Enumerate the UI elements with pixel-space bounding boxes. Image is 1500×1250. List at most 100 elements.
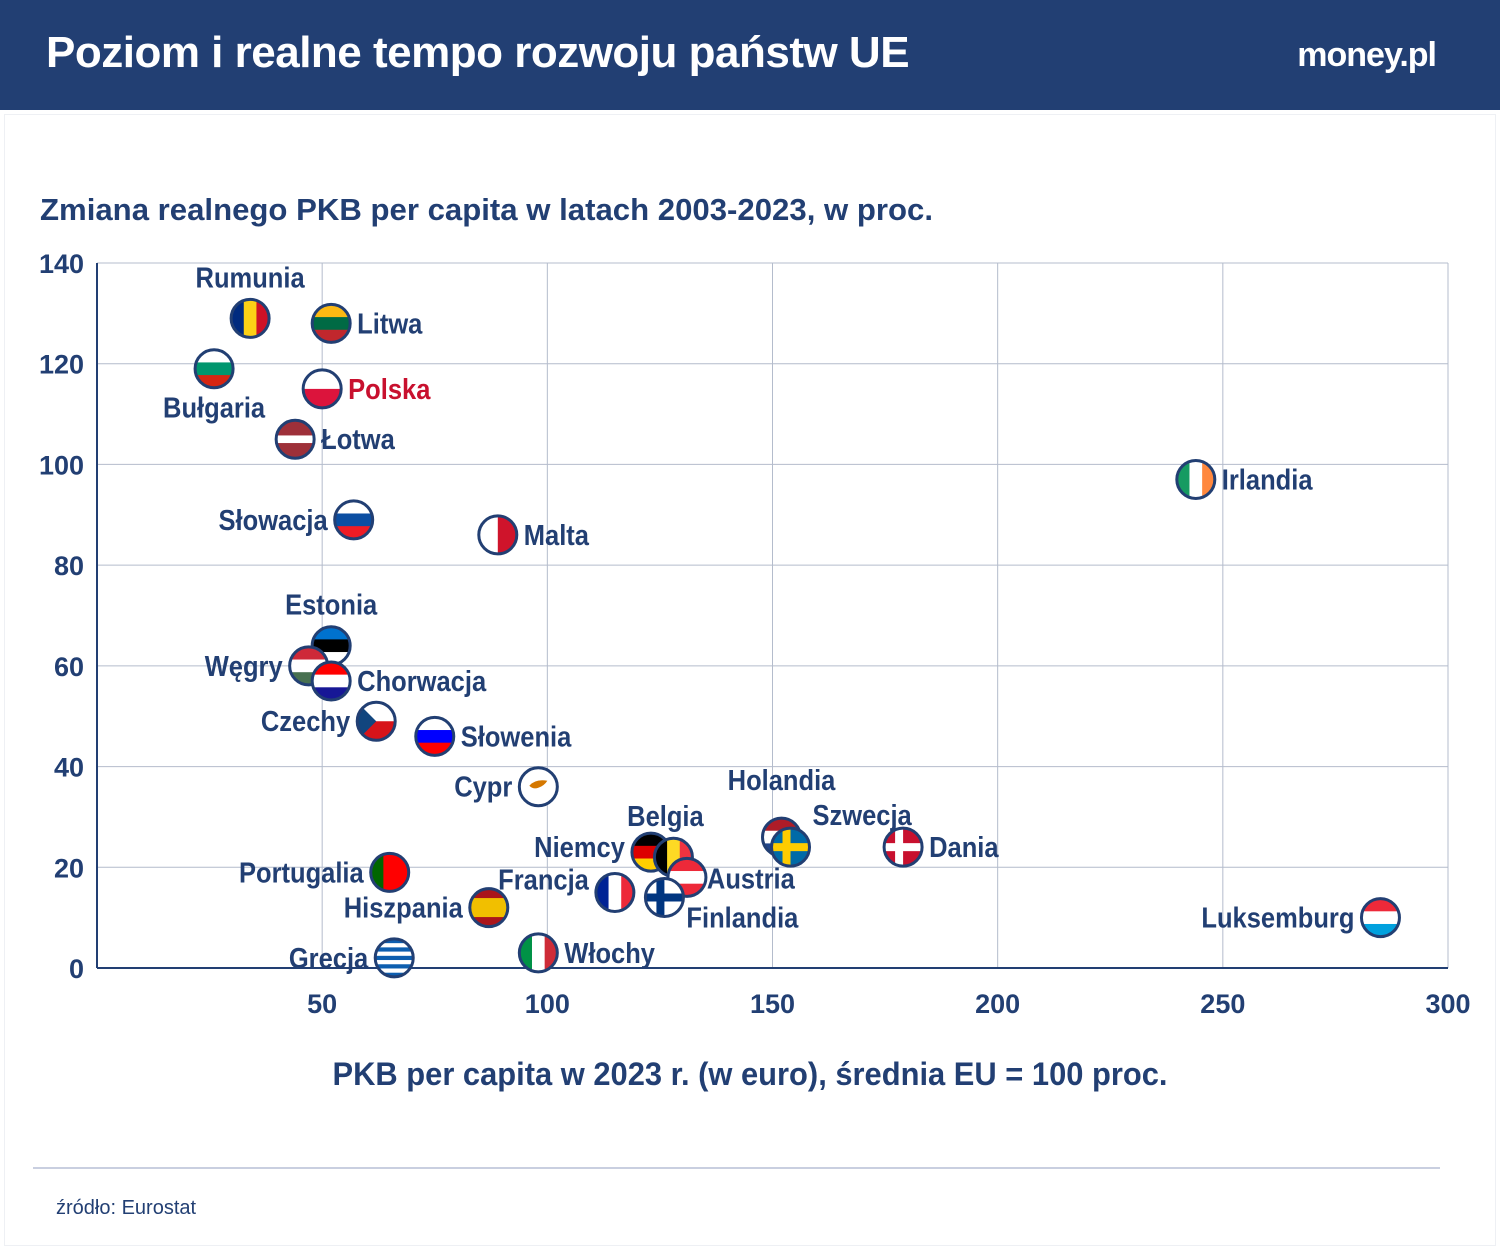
marker-outline (770, 826, 812, 868)
y-tick-label: 80 (54, 551, 84, 581)
marker-outline (517, 766, 559, 808)
chart-frame (4, 114, 1496, 1246)
point-label: Cypr (454, 770, 512, 803)
data-point: Rumunia (196, 261, 306, 339)
data-point: Portugalia (239, 851, 411, 893)
point-label: Irlandia (1222, 463, 1313, 496)
flag-icon (276, 420, 315, 459)
data-point: Irlandia (1175, 459, 1313, 501)
flag-icon (478, 515, 517, 554)
header-bar: Poziom i realne tempo rozwoju państw UE … (0, 0, 1500, 110)
data-point: Bułgaria (163, 348, 266, 424)
point-label: Rumunia (196, 261, 306, 294)
point-label: Łotwa (321, 423, 395, 456)
marker-outline (882, 826, 924, 868)
point-label: Dania (929, 831, 999, 864)
marker-outline (643, 877, 685, 918)
y-tick-label: 140 (39, 249, 84, 279)
marker-outline (1359, 897, 1401, 939)
flag-icon (375, 938, 414, 977)
point-label: Belgia (627, 800, 704, 833)
point-label: Węgry (205, 649, 284, 682)
point-label: Słowacja (219, 503, 329, 536)
y-tick-label: 120 (39, 350, 84, 380)
marker-outline (301, 368, 343, 410)
marker-outline (468, 887, 510, 929)
data-point: Węgry (205, 645, 330, 687)
data-point: Malta (477, 514, 590, 556)
marker-outline (310, 660, 352, 702)
point-label: Malta (524, 518, 590, 551)
data-point: Litwa (310, 302, 423, 344)
point-label: Chorwacja (357, 664, 487, 697)
data-point: Chorwacja (310, 660, 487, 702)
marker-outline (477, 514, 519, 556)
marker-outline (517, 932, 559, 974)
point-label: Słowenia (461, 720, 572, 753)
point-label: Portugalia (239, 856, 364, 889)
point-label: Szwecja (813, 798, 913, 831)
divider (33, 1167, 1440, 1169)
data-point: Czechy (261, 700, 397, 742)
x-tick-label: 50 (307, 989, 337, 1019)
logo: money.pl (1297, 36, 1437, 74)
marker-outline (373, 937, 415, 979)
point-label: Finlandia (686, 901, 799, 934)
point-label: Polska (348, 372, 431, 405)
marker-outline (594, 871, 636, 913)
data-point: Hiszpania (344, 887, 510, 929)
point-label: Hiszpania (344, 891, 464, 924)
point-label: Bułgaria (163, 391, 266, 424)
data-point: Szwecja (770, 798, 913, 868)
point-label: Grecja (289, 941, 369, 974)
y-tick-label: 0 (69, 954, 84, 984)
data-point: Słowenia (414, 715, 572, 757)
marker-outline (1175, 459, 1217, 501)
marker-outline (369, 851, 411, 893)
y-tick-label: 20 (54, 853, 84, 883)
data-point: Finlandia (643, 877, 799, 934)
marker-outline (414, 715, 456, 757)
source-note: źródło: Eurostat (56, 1197, 197, 1219)
chart-title: Zmiana realnego PKB per capita w latach … (40, 192, 933, 227)
flag-icon (357, 702, 396, 741)
data-point: Łotwa (274, 418, 396, 460)
x-tick-label: 150 (750, 989, 795, 1019)
marker-outline (333, 499, 375, 541)
point-label: Włochy (564, 936, 655, 969)
data-point: Polska (301, 368, 431, 410)
data-point: Luksemburg (1201, 897, 1401, 939)
point-label: Holandia (728, 764, 836, 797)
data-point: Włochy (517, 932, 656, 974)
y-tick-label: 100 (39, 450, 84, 480)
data-point: Francja (498, 863, 636, 913)
marker-outline (310, 302, 352, 344)
data-point: Dania (882, 826, 999, 868)
point-label: Estonia (285, 588, 378, 621)
marker-outline (229, 297, 271, 339)
flag-icon (469, 888, 508, 927)
marker-outline (193, 348, 235, 390)
data-point: Austria (666, 856, 796, 898)
point-label: Luksemburg (1201, 901, 1354, 934)
x-tick-label: 300 (1425, 989, 1470, 1019)
flag-icon (303, 369, 342, 408)
y-tick-label: 40 (54, 753, 84, 783)
data-point: Słowacja (219, 499, 375, 541)
data-point: Cypr (454, 766, 559, 808)
point-label: Czechy (261, 705, 351, 738)
x-tick-label: 100 (525, 989, 570, 1019)
point-label: Francja (498, 863, 589, 896)
point-label: Austria (707, 862, 796, 895)
y-tick-label: 60 (54, 652, 84, 682)
data-point: Grecja (289, 937, 415, 979)
point-label: Niemcy (534, 831, 625, 864)
marker-outline (355, 700, 397, 742)
x-tick-label: 200 (975, 989, 1020, 1019)
marker-outline (274, 418, 316, 460)
point-label: Litwa (357, 307, 423, 340)
x-tick-label: 250 (1200, 989, 1245, 1019)
page-title: Poziom i realne tempo rozwoju państw UE (46, 28, 910, 77)
x-axis-label: PKB per capita w 2023 r. (w euro), średn… (333, 1056, 1168, 1092)
